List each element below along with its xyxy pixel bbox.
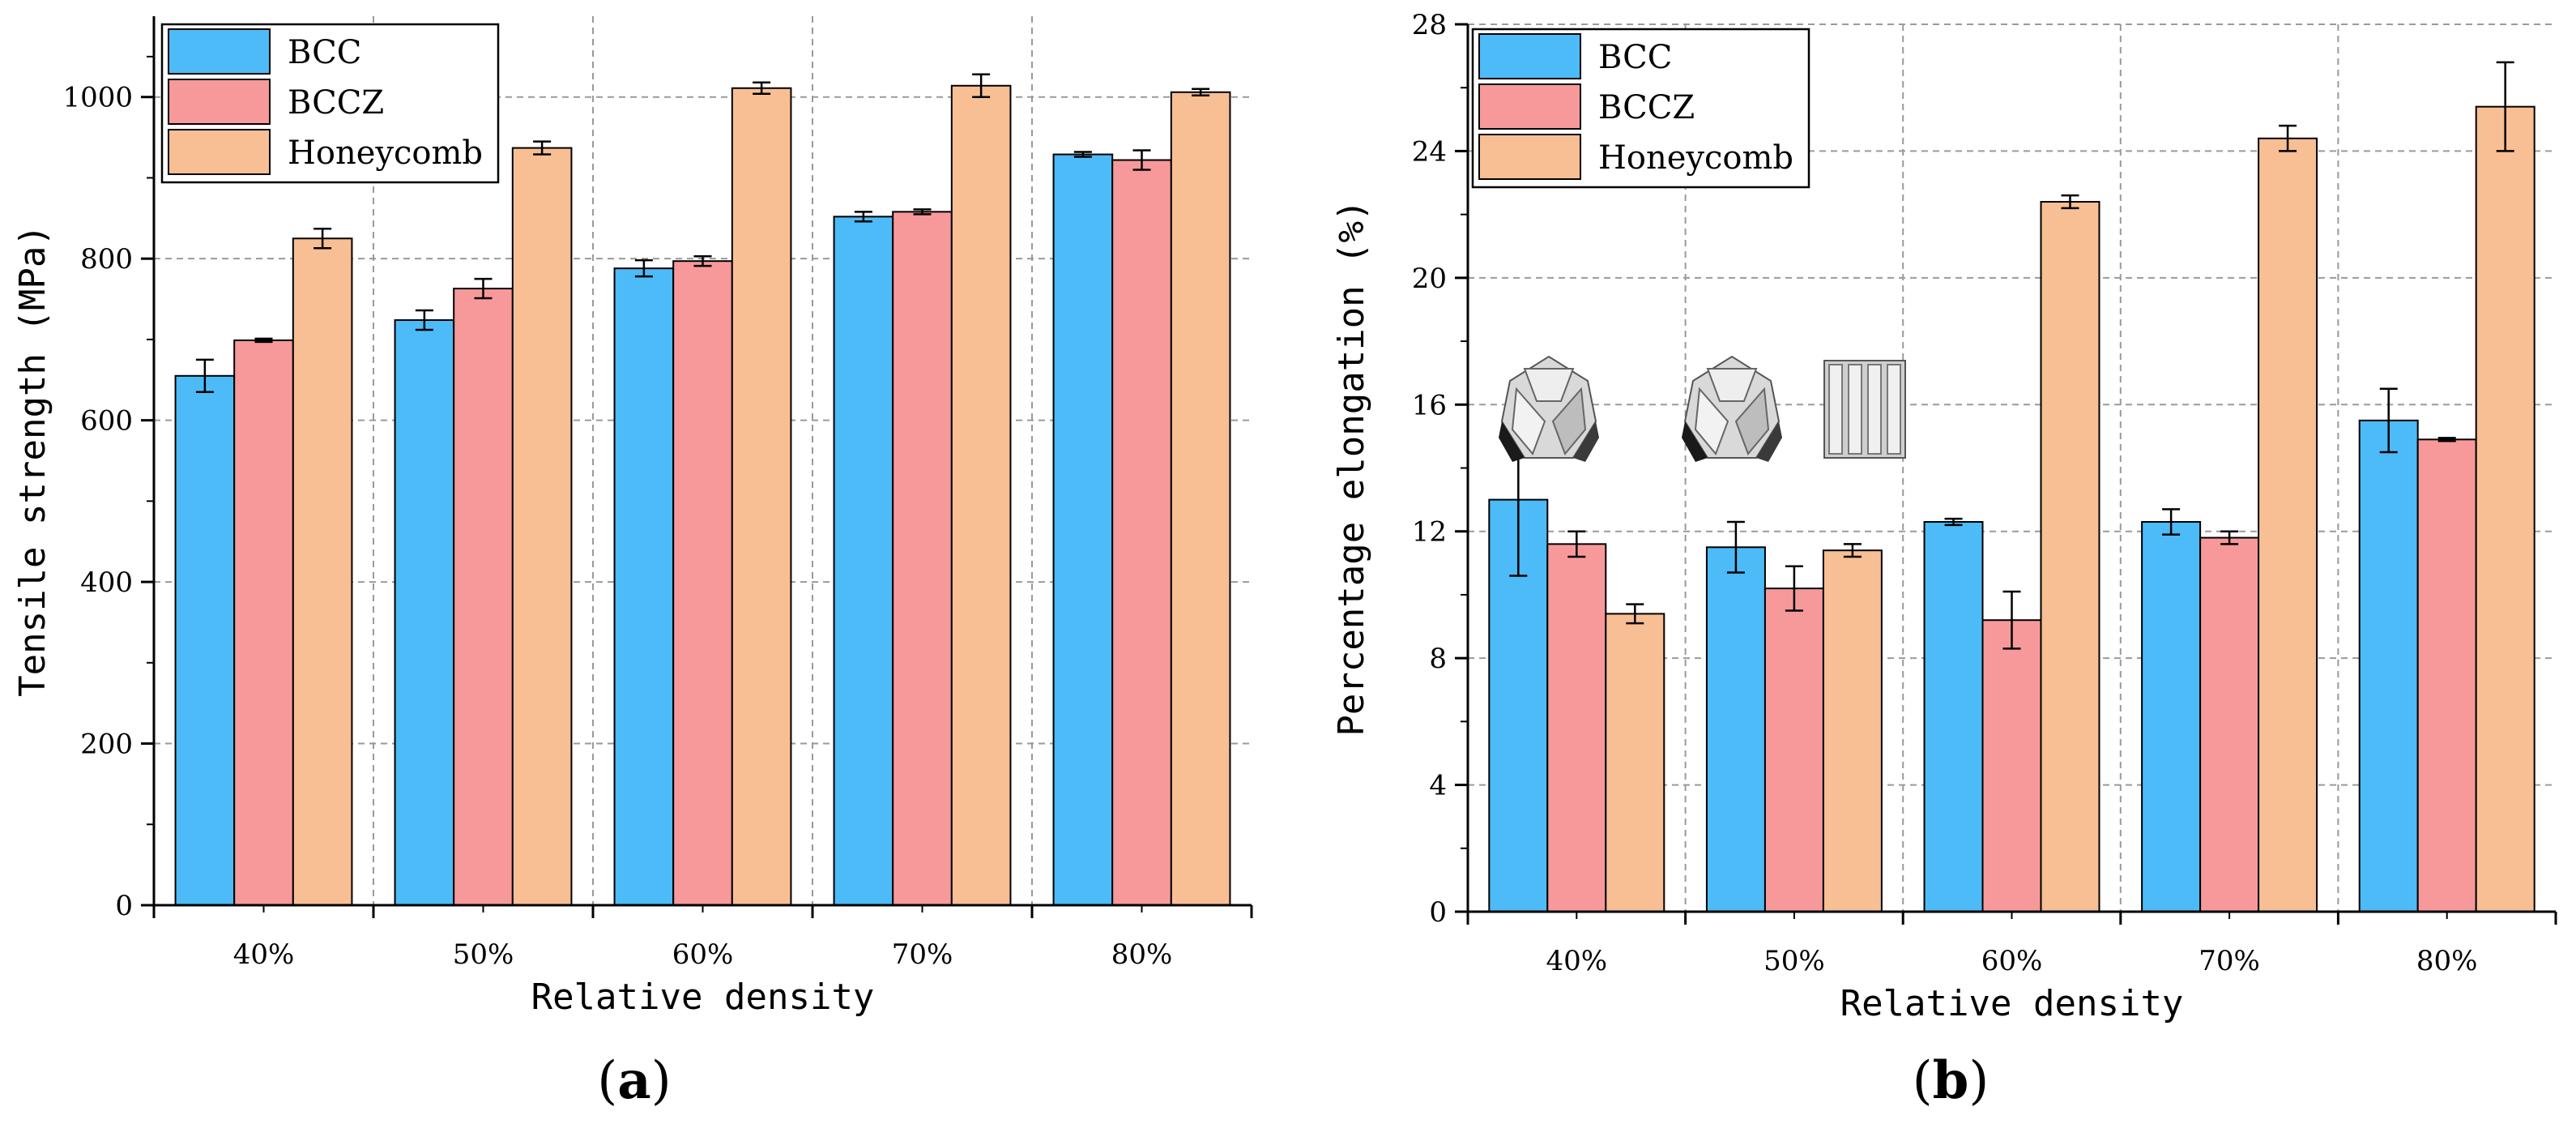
- bar-honeycomb: [2258, 137, 2318, 913]
- panel-a-chart: 0 200 400 600 800 1000 40% 50% 60% 70% 80% Relative…: [12, 16, 1253, 1018]
- bar-bccz: [2199, 536, 2260, 912]
- x-tick-label: 80%: [2416, 945, 2478, 977]
- honeycomb-cell: [1867, 364, 1882, 455]
- legend-label-bccz: BCCZ: [288, 84, 384, 122]
- y-tick-label: 16: [1412, 389, 1447, 421]
- panel-b-caption: (b): [1913, 1050, 1990, 1111]
- lattice-strut: [1523, 368, 1575, 402]
- bar-bccz: [672, 260, 733, 906]
- x-tick-label: 50%: [453, 938, 514, 971]
- panel-a-letter: a: [617, 1050, 650, 1111]
- y-tick-label: 8: [1429, 643, 1447, 675]
- bar-honeycomb: [2475, 105, 2535, 912]
- bar-bcc: [394, 318, 455, 906]
- honeycomb-cell: [1848, 364, 1862, 455]
- x-tick-label: 70%: [2199, 945, 2260, 977]
- y-tick-label: 600: [80, 405, 133, 438]
- y-tick-label: 20: [1412, 263, 1447, 295]
- bcc-lattice-icon: [1499, 355, 1599, 462]
- bar-bcc: [1052, 153, 1114, 906]
- bar-bccz: [1546, 543, 1607, 912]
- lattice-strut: [1706, 368, 1758, 402]
- legend: BCC BCCZ Honeycomb: [1471, 28, 1810, 189]
- bar-honeycomb: [511, 147, 573, 906]
- honeycomb-cell: [1828, 364, 1843, 455]
- legend-swatch-bccz: [168, 79, 271, 125]
- honeycomb-lattice-icon: [1823, 360, 1906, 459]
- legend-label-honeycomb: Honeycomb: [288, 135, 483, 172]
- bar-bccz: [892, 211, 953, 906]
- panel-b-letter: b: [1933, 1050, 1969, 1111]
- bar-bccz: [1764, 588, 1824, 912]
- bar-bccz: [453, 288, 514, 906]
- bar-bccz: [1981, 619, 2042, 912]
- bar-bcc: [1923, 520, 1984, 912]
- legend-label-bcc: BCC: [288, 34, 361, 71]
- lattice-shadow: [1756, 421, 1782, 462]
- y-axis-title: Percentage elongation (%): [1331, 199, 1372, 736]
- lattice-strut: [1734, 387, 1770, 455]
- x-tick-label: 70%: [892, 938, 953, 971]
- lattice-shadow: [1573, 421, 1599, 462]
- legend-swatch-bccz: [1478, 83, 1581, 130]
- bar-honeycomb: [950, 84, 1012, 907]
- x-tick-label: 50%: [1764, 945, 1825, 977]
- legend-label-bccz: BCCZ: [1598, 89, 1695, 126]
- legend-swatch-honeycomb: [1478, 134, 1581, 180]
- bar-honeycomb: [1822, 549, 1883, 913]
- legend-label-honeycomb: Honeycomb: [1598, 139, 1793, 177]
- x-tick-label: 40%: [1546, 945, 1608, 977]
- bar-bcc: [833, 216, 894, 907]
- x-tick-label: 80%: [1111, 938, 1173, 971]
- lattice-strut: [1511, 387, 1546, 455]
- y-tick-label: 200: [80, 729, 133, 761]
- bar-bcc: [613, 267, 675, 906]
- bar-bcc: [1705, 546, 1766, 913]
- legend-swatch-bcc: [168, 28, 271, 75]
- panel-b-chart: 0 4 8 12 16 20 24 28 40% 50% 60% 70% 80% Relative den…: [1331, 9, 2557, 1024]
- lattice-strut: [1694, 387, 1729, 455]
- y-tick-label: 0: [115, 890, 133, 922]
- y-axis-title: Tensile strength (MPa): [12, 224, 53, 697]
- lattice-shadow: [1682, 421, 1708, 462]
- y-tick-label: 0: [1429, 896, 1447, 929]
- bar-bccz: [233, 339, 294, 906]
- bar-honeycomb: [1170, 91, 1231, 906]
- bar-honeycomb: [731, 87, 792, 907]
- bar-bcc: [2358, 419, 2419, 912]
- y-tick-label: 12: [1412, 516, 1447, 549]
- legend: BCC BCCZ Honeycomb: [160, 23, 500, 184]
- y-tick-label: 800: [80, 243, 133, 276]
- lattice-shadow: [1499, 421, 1525, 462]
- bar-honeycomb: [1605, 613, 1665, 913]
- x-axis-title: Relative density: [531, 977, 875, 1018]
- y-tick-label: 400: [80, 566, 133, 599]
- bar-bcc: [174, 374, 236, 906]
- bar-honeycomb: [292, 237, 353, 906]
- bar-bccz: [2416, 438, 2477, 912]
- legend-swatch-honeycomb: [168, 129, 271, 175]
- bar-bcc: [2141, 520, 2202, 912]
- x-tick-label: 60%: [1981, 945, 2043, 977]
- y-tick-label: 28: [1412, 9, 1447, 41]
- y-tick-label: 24: [1412, 135, 1447, 168]
- bccz-lattice-icon: [1682, 355, 1782, 462]
- panel-a-caption: (a): [597, 1050, 671, 1111]
- legend-label-bcc: BCC: [1598, 39, 1672, 76]
- honeycomb-cell: [1887, 364, 1901, 455]
- legend-swatch-bcc: [1478, 33, 1581, 79]
- y-tick-label: 4: [1429, 770, 1447, 802]
- lattice-strut: [1551, 387, 1587, 455]
- x-axis-title: Relative density: [1840, 983, 2184, 1024]
- x-tick-label: 40%: [233, 938, 295, 971]
- x-tick-label: 60%: [672, 938, 734, 971]
- bar-honeycomb: [2040, 201, 2100, 912]
- y-tick-label: 1000: [62, 82, 133, 114]
- lattice-insets: [1499, 355, 1906, 462]
- bar-bccz: [1111, 159, 1172, 907]
